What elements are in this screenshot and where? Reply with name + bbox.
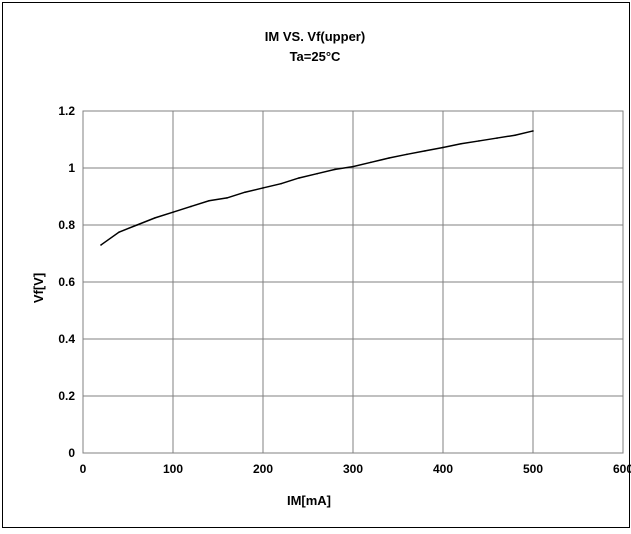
x-tick-label: 300 bbox=[343, 462, 363, 476]
y-tick-label: 0.6 bbox=[58, 275, 75, 289]
data-point bbox=[154, 217, 156, 219]
x-tick-label: 400 bbox=[433, 462, 453, 476]
data-point bbox=[532, 130, 534, 132]
data-point bbox=[136, 224, 138, 226]
data-point bbox=[100, 244, 102, 246]
data-point bbox=[406, 153, 408, 156]
x-tick-label: 500 bbox=[523, 462, 543, 476]
y-tick-label: 0.4 bbox=[58, 332, 75, 346]
y-tick-label: 0.8 bbox=[58, 218, 75, 232]
data-point bbox=[298, 177, 300, 179]
y-tick-label: 0 bbox=[68, 446, 75, 460]
data-point bbox=[388, 157, 390, 159]
data-point bbox=[370, 161, 372, 164]
data-point bbox=[280, 182, 282, 185]
tick-labels: 0 100 200 300 400 500 600 0 0.2 0.4 0.6 0.8 1 1.2 bbox=[58, 104, 631, 476]
grid bbox=[82, 110, 624, 454]
data-point bbox=[424, 150, 426, 152]
y-axis-title: Vf[V] bbox=[31, 273, 46, 303]
x-axis-title: IM[mA] bbox=[287, 493, 331, 508]
data-point bbox=[244, 191, 246, 194]
data-point bbox=[208, 199, 210, 202]
data-point bbox=[334, 168, 336, 171]
data-point bbox=[460, 142, 462, 145]
data-point bbox=[352, 165, 354, 168]
x-tick-label: 100 bbox=[163, 462, 183, 476]
x-tick-label: 600 bbox=[613, 462, 631, 476]
plot-area bbox=[82, 110, 624, 454]
chart-subtitle: Ta=25°C bbox=[290, 49, 341, 64]
data-point bbox=[442, 146, 444, 149]
data-point bbox=[262, 187, 264, 189]
data-point bbox=[172, 211, 174, 213]
data-point bbox=[118, 231, 120, 233]
data-point bbox=[190, 205, 192, 208]
y-tick-label: 1 bbox=[68, 161, 75, 175]
data-point bbox=[478, 140, 480, 142]
data-point bbox=[226, 197, 228, 199]
series-line bbox=[100, 130, 534, 246]
data-point bbox=[316, 172, 318, 175]
chart: IM VS. Vf(upper) Ta=25°C 0 100 200 300 400 50… bbox=[31, 29, 631, 508]
y-tick-label: 0.2 bbox=[58, 389, 75, 403]
series-layer bbox=[100, 130, 534, 246]
y-tick-label: 1.2 bbox=[58, 104, 75, 118]
data-point bbox=[496, 137, 498, 139]
x-tick-label: 200 bbox=[253, 462, 273, 476]
data-point bbox=[514, 134, 516, 137]
chart-title: IM VS. Vf(upper) bbox=[265, 29, 365, 44]
x-tick-label: 0 bbox=[80, 462, 87, 476]
